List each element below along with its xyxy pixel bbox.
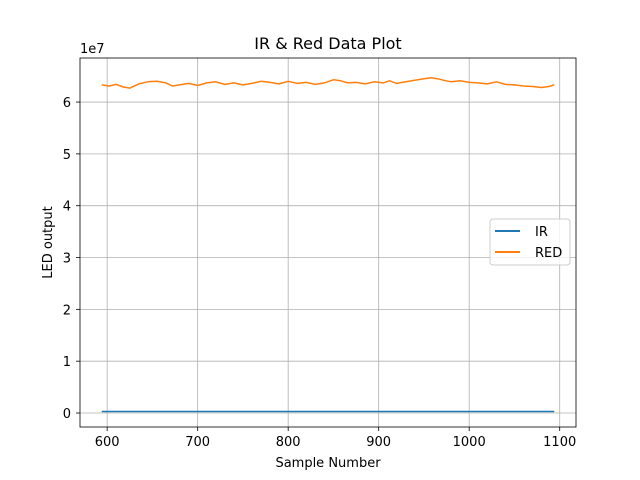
y-tick-label: 2 (63, 303, 71, 318)
legend-label-red: RED (535, 246, 562, 261)
x-axis-title: Sample Number (275, 456, 381, 471)
legend: IR RED (489, 218, 571, 266)
axes-frame (79, 57, 577, 428)
y-tick-label: 3 (63, 252, 71, 267)
y-axis-title: LED output (41, 206, 56, 278)
x-tick-label: 1000 (453, 435, 486, 450)
x-tick-label: 600 (95, 435, 120, 450)
legend-label-ir: IR (535, 225, 548, 240)
x-tick-label: 900 (366, 435, 391, 450)
y-tick-label: 0 (63, 407, 71, 422)
x-axis: 600 700 800 900 1000 1100 (95, 427, 576, 450)
y-tick-label: 1 (63, 355, 71, 370)
y-axis: 0 1 2 3 4 5 6 (63, 96, 80, 422)
y-tick-label: 4 (63, 200, 71, 215)
x-tick-label: 700 (185, 435, 210, 450)
series-line-red (101, 76, 555, 89)
y-axis-offset-label: 1e7 (80, 42, 105, 57)
x-tick-label: 1100 (543, 435, 576, 450)
x-tick-label: 800 (276, 435, 301, 450)
y-tick-label: 5 (63, 148, 71, 163)
y-tick-label: 6 (63, 96, 71, 111)
plot-lines (101, 76, 555, 413)
chart-title: IR & Red Data Plot (254, 34, 401, 53)
